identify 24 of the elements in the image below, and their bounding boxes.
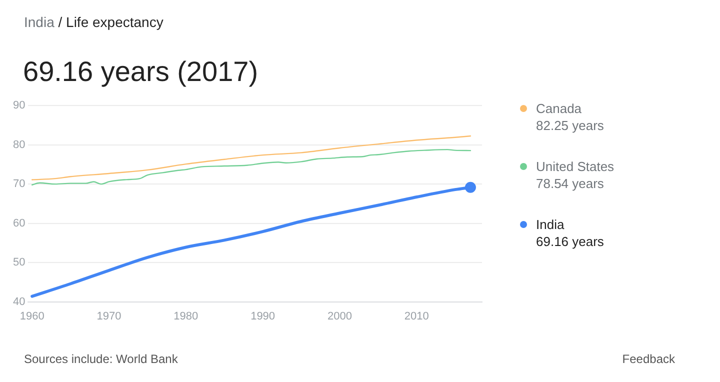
- legend-label: United States: [536, 158, 616, 175]
- legend-label: India: [536, 216, 566, 233]
- line-series: [31, 148, 472, 186]
- y-tick-label: 90: [12, 100, 26, 112]
- x-tick-label: 1960: [20, 310, 44, 322]
- text: 78.54 years: [536, 175, 605, 192]
- y-tick-label: 70: [12, 178, 26, 190]
- y-tick-label: 60: [12, 217, 26, 230]
- chart-subtitle: India / Life expectancy: [24, 14, 164, 30]
- chart-title: 69.16 years (2017): [23, 56, 258, 88]
- source-note: Sources include: World Bank: [24, 352, 178, 366]
- text: Feedback: [622, 352, 675, 366]
- y-tick-label: 80: [12, 138, 26, 151]
- legend-label: Canada: [536, 100, 583, 117]
- x-tick-label: 1980: [174, 310, 198, 322]
- y-tick-label: 50: [12, 256, 26, 269]
- text: 69.16 years: [536, 233, 605, 250]
- x-tick-label: 2010: [404, 310, 429, 322]
- text: 82.25 years: [536, 117, 605, 134]
- line-series: [31, 135, 472, 180]
- y-tick-label: 40: [12, 296, 26, 308]
- x-tick-label: 1990: [250, 310, 276, 322]
- x-tick-label: 2000: [327, 310, 352, 322]
- x-tick-label: 1970: [96, 310, 122, 322]
